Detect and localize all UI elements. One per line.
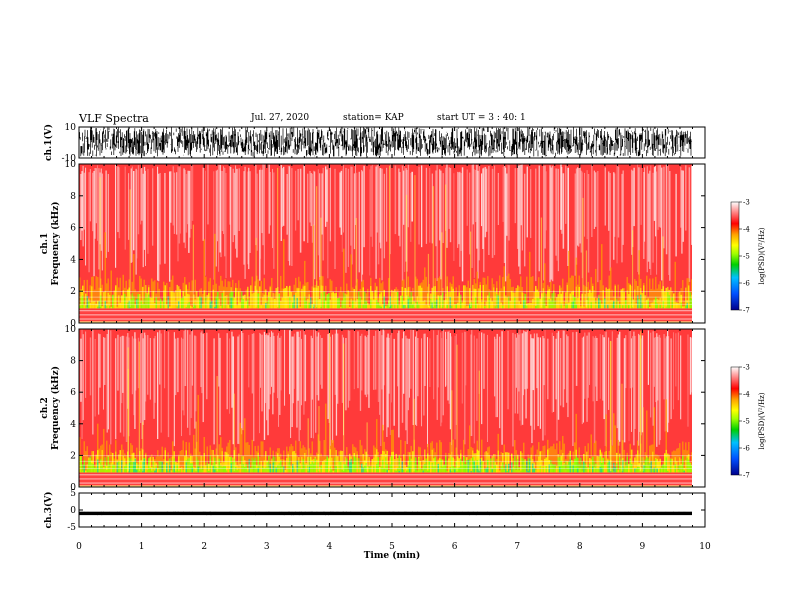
y-tick-label: 10: [65, 325, 77, 335]
station-label: station= KAP: [343, 113, 404, 123]
x-tick-label: 7: [514, 542, 520, 552]
y-tick-label: 5: [70, 489, 76, 499]
ch1-waveform-trace: [79, 127, 692, 157]
y-tick-label: 10: [65, 160, 77, 170]
colorbar-tick-label: -5: [743, 418, 750, 426]
ch1-spectrogram-image: [79, 164, 705, 323]
colorbar-tick-label: -7: [743, 307, 750, 315]
colorbar-tick-label: -6: [743, 445, 750, 453]
x-tick-label: 5: [389, 542, 395, 552]
y-tick-label: 10: [65, 123, 77, 133]
y-tick-label: 4: [70, 420, 76, 430]
colorbar-label: log(PSD)(V²/Hz): [758, 227, 766, 284]
x-tick-label: 6: [452, 542, 458, 552]
colorbar-tick-label: -4: [743, 391, 750, 399]
y-axis-label: ch.3(V): [43, 492, 54, 529]
x-tick-label: 8: [577, 542, 583, 552]
ch2-colorbar: [730, 366, 740, 476]
ch3-waveform-trace: [79, 511, 692, 516]
y-tick-label: 2: [70, 287, 76, 297]
y-tick-label: 0: [70, 483, 76, 493]
y-tick-label: 0: [70, 506, 76, 516]
y-axis-label: ch.1(V): [43, 124, 54, 161]
colorbar-tick-label: -6: [743, 280, 750, 288]
start-time-label: start UT = 3 : 40: 1: [437, 113, 526, 123]
y-tick-label: 6: [70, 388, 76, 398]
y-tick-label: 8: [70, 192, 76, 202]
x-tick-label: 3: [264, 542, 270, 552]
x-tick-label: 2: [201, 542, 207, 552]
x-tick-label: 10: [699, 542, 711, 552]
colorbar-tick-label: -3: [743, 364, 750, 372]
y-tick-label: -10: [62, 154, 77, 164]
colorbar-tick-label: -7: [743, 472, 750, 480]
ch3-waveform-frame: [78, 492, 706, 528]
x-tick-label: 4: [327, 542, 333, 552]
chart-title: VLF Spectra: [79, 112, 149, 125]
date-label: Jul. 27, 2020: [251, 113, 310, 123]
y-tick-label: 2: [70, 451, 76, 461]
x-tick-label: 9: [640, 542, 646, 552]
ch1-colorbar: [730, 201, 740, 311]
y-axis-label: ch.2Frequency (kHz): [40, 366, 61, 450]
y-tick-label: 4: [70, 255, 76, 265]
x-axis-label: Time (min): [364, 550, 421, 561]
y-tick-label: 0: [70, 319, 76, 329]
colorbar-tick-label: -5: [743, 253, 750, 261]
y-tick-label: 6: [70, 224, 76, 234]
colorbar-tick-label: -3: [743, 199, 750, 207]
y-axis-label: ch.1Frequency (kHz): [40, 201, 61, 285]
x-tick-label: 0: [76, 542, 82, 552]
ch2-spectrogram-image: [79, 329, 705, 487]
x-tick-label: 1: [139, 542, 145, 552]
colorbar-tick-label: -4: [743, 226, 750, 234]
colorbar-label: log(PSD)(V²/Hz): [758, 392, 766, 449]
y-tick-label: -5: [67, 523, 76, 533]
y-tick-label: 8: [70, 357, 76, 367]
